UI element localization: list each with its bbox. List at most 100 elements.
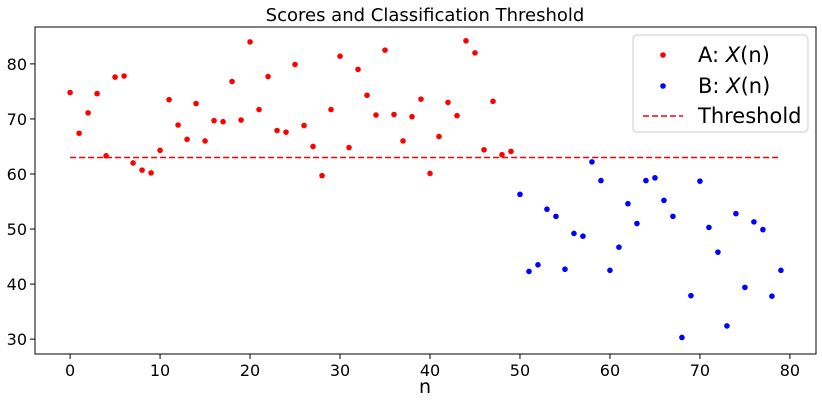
series-b-point: [778, 267, 784, 274]
series-a-point: [310, 143, 316, 150]
y-tick-label: 60: [7, 165, 27, 184]
legend-box: [632, 34, 809, 133]
series-b-point: [634, 220, 640, 227]
series-a-point: [85, 110, 91, 116]
plot-area: [67, 37, 784, 341]
legend-label-a: A: X(n): [698, 43, 770, 67]
series-a-point: [481, 146, 487, 153]
series-a-point: [193, 100, 199, 107]
series-a-point: [148, 170, 154, 176]
series-a-point: [247, 39, 253, 45]
series-a-point: [337, 53, 343, 59]
series-a-point: [265, 73, 271, 80]
y-tick-label: 70: [7, 110, 27, 129]
series-b-point: [742, 284, 748, 291]
series-a-point: [121, 73, 127, 79]
series-b-point: [517, 191, 523, 198]
series-a-point: [499, 151, 505, 158]
series-b-point: [643, 177, 649, 184]
series-b-point: [724, 323, 730, 329]
series-a-point: [328, 106, 334, 113]
y-tick-label: 30: [7, 330, 27, 349]
x-tick-label: 80: [780, 361, 800, 380]
series-a-point: [175, 122, 181, 128]
x-tick-label: 0: [65, 361, 75, 380]
series-a-point: [274, 127, 280, 134]
series-b-point: [679, 334, 685, 341]
series-b-point: [589, 159, 595, 165]
series-b-point: [751, 219, 757, 225]
series-a-point: [67, 89, 73, 96]
x-tick-label: 40: [420, 361, 440, 380]
legend: A: X(n) B: X(n) Threshold: [632, 34, 809, 133]
legend-marker-b: [660, 83, 666, 89]
series-b-point: [598, 177, 604, 184]
series-b-point: [562, 266, 568, 273]
series-a-point: [76, 130, 82, 137]
series-a-point: [157, 147, 163, 154]
series-a-point: [364, 92, 370, 99]
x-tick-label: 20: [240, 361, 260, 380]
series-b-point: [571, 230, 577, 237]
series-a-point: [463, 37, 469, 44]
series-a-point: [301, 122, 307, 129]
series-b-point: [760, 226, 766, 233]
series-b-point: [697, 178, 703, 184]
series-a-point: [508, 148, 514, 155]
series-a-point: [319, 172, 325, 179]
series-a-point: [427, 170, 433, 177]
x-axis-ticks: 0 10 20 30 40 50 60 70 80: [65, 354, 800, 380]
series-b-point: [526, 268, 532, 275]
series-a-point: [490, 98, 496, 105]
plot-frame: [34, 26, 817, 355]
series-b-point: [544, 206, 550, 213]
series-b-point: [706, 224, 712, 231]
series-b-point: [580, 233, 586, 239]
y-tick-label: 50: [7, 220, 27, 239]
series-a-point: [400, 138, 406, 144]
series-a-point: [211, 117, 217, 124]
series-b-point: [535, 262, 541, 268]
series-a-point: [94, 90, 100, 97]
series-b-point: [769, 293, 775, 299]
series-a-point: [436, 133, 442, 140]
series-a-point: [229, 78, 235, 85]
series-a-point: [283, 129, 289, 135]
series-a-point: [256, 106, 262, 113]
series-b-point: [733, 210, 739, 217]
series-a-point: [409, 113, 415, 120]
series-b-point: [688, 292, 694, 299]
chart-title: Scores and Classification Threshold: [266, 5, 585, 26]
legend-marker-a: [660, 52, 666, 58]
series-a-point: [445, 99, 451, 106]
series-b-point: [553, 213, 559, 220]
series-a-point: [418, 96, 424, 102]
x-tick-label: 70: [690, 361, 710, 380]
x-axis-label: n: [419, 376, 431, 398]
series-a-point: [391, 111, 397, 118]
y-tick-label: 80: [7, 55, 27, 74]
series-b-point: [625, 200, 631, 207]
series-a-point: [103, 153, 109, 159]
series-a-point: [472, 50, 478, 56]
series-a-point: [166, 96, 172, 103]
series-a-point: [238, 117, 244, 123]
series-a-point: [139, 167, 145, 173]
series-b-point: [616, 244, 622, 251]
series-a-point: [454, 112, 460, 119]
series-a-point: [346, 144, 352, 151]
series-a-point: [202, 138, 208, 144]
series-a-point: [220, 118, 226, 125]
series-b-point: [661, 197, 667, 204]
series-a-point: [355, 66, 361, 73]
series-b-point: [652, 175, 658, 181]
series-a-point: [373, 112, 379, 118]
x-tick-label: 60: [600, 361, 620, 380]
series-b-point: [670, 213, 676, 220]
x-tick-label: 30: [330, 361, 350, 380]
series-a-point: [112, 74, 118, 80]
series-b-point: [715, 249, 721, 255]
series-a-point: [184, 136, 190, 143]
series-a-point: [130, 160, 136, 166]
